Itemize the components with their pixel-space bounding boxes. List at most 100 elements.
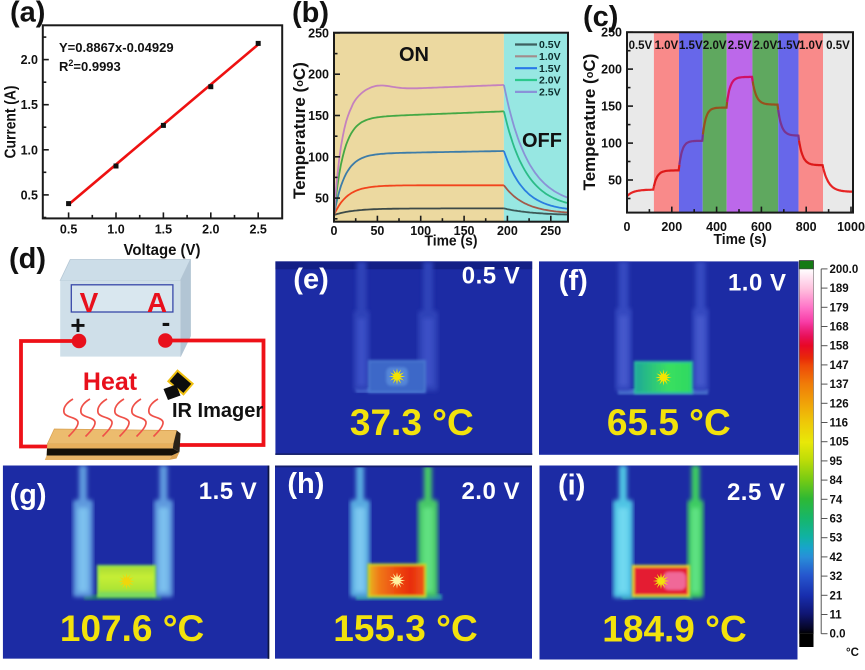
svg-text:53: 53: [830, 533, 843, 545]
svg-text:(f): (f): [559, 265, 588, 297]
svg-text:126: 126: [830, 398, 849, 410]
svg-text:2.5V: 2.5V: [728, 40, 752, 52]
svg-text:1.5: 1.5: [155, 223, 172, 237]
svg-text:1.5: 1.5: [21, 98, 38, 112]
svg-text:(e): (e): [293, 264, 328, 296]
svg-text:137: 137: [830, 379, 849, 391]
svg-text:°C: °C: [846, 647, 859, 659]
svg-text:158: 158: [830, 341, 850, 353]
svg-text:42: 42: [830, 552, 843, 564]
svg-text:168: 168: [830, 322, 850, 334]
svg-text:R2=0.9993: R2=0.9993: [59, 58, 121, 74]
svg-text:IR Imager: IR Imager: [172, 400, 263, 422]
svg-text:0.5 V: 0.5 V: [462, 262, 521, 289]
svg-text:(h): (h): [287, 468, 324, 500]
svg-text:50: 50: [370, 224, 384, 238]
svg-text:150: 150: [601, 100, 622, 114]
svg-text:0.5V: 0.5V: [629, 40, 653, 52]
svg-text:Heat: Heat: [83, 368, 138, 396]
svg-text:2.5 V: 2.5 V: [727, 479, 786, 506]
svg-text:Temperature (oC): Temperature (oC): [580, 54, 599, 191]
svg-text:155.3 °C: 155.3 °C: [333, 608, 477, 649]
svg-text:37.3 °C: 37.3 °C: [350, 402, 474, 443]
svg-text:200: 200: [308, 68, 329, 82]
svg-text:250: 250: [601, 26, 622, 40]
svg-text:189: 189: [830, 283, 849, 295]
svg-text:2.0V: 2.0V: [703, 40, 727, 52]
svg-text:100: 100: [601, 137, 622, 151]
svg-text:2.5: 2.5: [250, 223, 267, 237]
svg-text:250: 250: [540, 224, 561, 238]
svg-text:147: 147: [830, 360, 849, 372]
svg-text:50: 50: [608, 174, 622, 188]
svg-text:2.0V: 2.0V: [753, 40, 777, 52]
svg-text:1.0V: 1.0V: [799, 40, 823, 52]
svg-text:21: 21: [830, 590, 843, 602]
svg-text:95: 95: [830, 456, 843, 468]
svg-text:OFF: OFF: [522, 130, 562, 152]
svg-text:(i): (i): [558, 470, 585, 502]
svg-text:0.0: 0.0: [830, 629, 846, 641]
svg-text:2.0: 2.0: [21, 53, 38, 67]
svg-text:1.5V: 1.5V: [777, 40, 801, 52]
svg-text:1.0 V: 1.0 V: [728, 269, 787, 296]
svg-text:1.5V: 1.5V: [679, 40, 703, 52]
svg-text:A: A: [147, 287, 167, 318]
svg-text:Time (s): Time (s): [425, 234, 478, 250]
svg-text:0: 0: [624, 220, 631, 234]
svg-text:0: 0: [331, 224, 338, 238]
svg-text:200: 200: [601, 63, 622, 77]
svg-text:V: V: [80, 287, 99, 318]
svg-text:1000: 1000: [837, 220, 865, 234]
svg-text:63: 63: [830, 514, 843, 526]
svg-text:84: 84: [830, 475, 843, 487]
svg-text:150: 150: [454, 224, 475, 238]
svg-text:116: 116: [830, 418, 849, 430]
svg-text:184.9 °C: 184.9 °C: [602, 609, 746, 650]
svg-text:2.0: 2.0: [202, 223, 219, 237]
svg-text:100: 100: [410, 224, 431, 238]
svg-text:0.5V: 0.5V: [826, 40, 850, 52]
svg-text:107.6 °C: 107.6 °C: [60, 608, 204, 649]
svg-text:2.5V: 2.5V: [539, 87, 561, 99]
svg-text:50: 50: [315, 192, 329, 206]
svg-text:1.0V: 1.0V: [655, 40, 679, 52]
svg-text:200.0: 200.0: [830, 264, 859, 276]
svg-text:1.0: 1.0: [21, 143, 38, 157]
svg-text:800: 800: [796, 220, 817, 234]
svg-text:0.5: 0.5: [60, 223, 77, 237]
svg-text:150: 150: [308, 109, 329, 123]
svg-text:600: 600: [751, 220, 772, 234]
svg-text:200: 200: [661, 220, 682, 234]
svg-text:1.0V: 1.0V: [539, 51, 561, 63]
svg-text:ON: ON: [399, 44, 429, 66]
svg-text:Y=0.8867x-0.04929: Y=0.8867x-0.04929: [59, 40, 174, 55]
svg-text:74: 74: [830, 494, 843, 506]
svg-text:1.5V: 1.5V: [539, 63, 561, 75]
svg-text:(d): (d): [9, 243, 46, 275]
svg-text:1.0: 1.0: [107, 223, 124, 237]
svg-text:400: 400: [706, 220, 727, 234]
svg-text:11: 11: [830, 610, 843, 622]
svg-text:0.5V: 0.5V: [539, 39, 561, 51]
svg-text:2.0 V: 2.0 V: [461, 478, 520, 505]
svg-text:2.0V: 2.0V: [539, 75, 561, 87]
svg-text:105: 105: [830, 437, 850, 449]
svg-text:0.5: 0.5: [21, 188, 38, 202]
svg-text:250: 250: [308, 26, 329, 40]
svg-text:1.5 V: 1.5 V: [199, 478, 258, 505]
svg-text:(g): (g): [10, 479, 47, 511]
svg-text:-: -: [162, 307, 171, 337]
svg-text:65.5 °C: 65.5 °C: [607, 402, 731, 443]
svg-text:(a): (a): [10, 0, 45, 29]
svg-text:Time (s): Time (s): [714, 232, 767, 248]
svg-text:Temperature (oC): Temperature (oC): [290, 62, 309, 199]
svg-text:+: +: [70, 310, 85, 340]
svg-text:Voltage (V): Voltage (V): [124, 242, 201, 259]
svg-text:(b): (b): [292, 0, 329, 29]
svg-text:200: 200: [497, 224, 518, 238]
svg-text:32: 32: [830, 571, 843, 583]
svg-text:100: 100: [308, 150, 329, 164]
svg-text:(c): (c): [583, 1, 618, 33]
svg-text:Current (A): Current (A): [3, 86, 20, 159]
